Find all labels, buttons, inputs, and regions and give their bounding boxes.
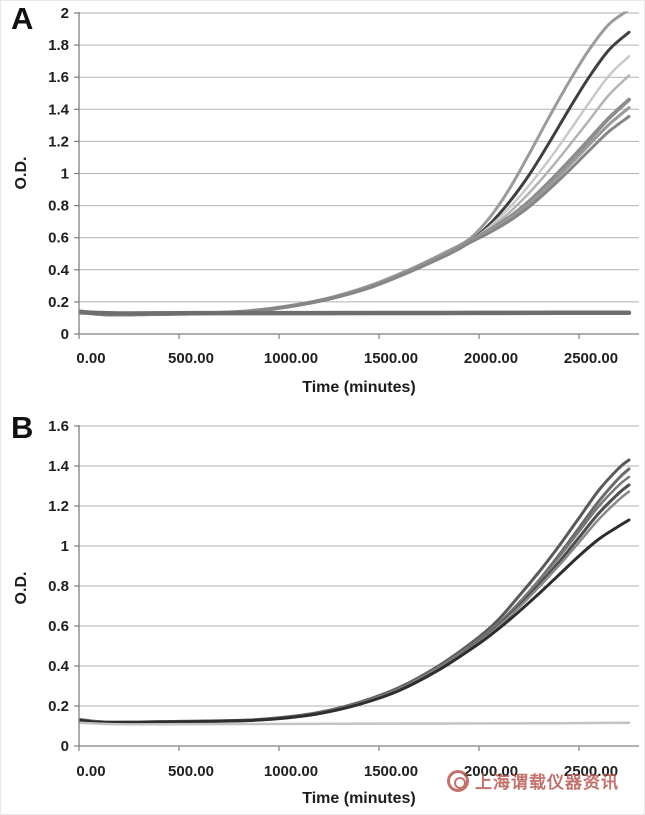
x-tick-label: 1000.00 <box>264 763 318 780</box>
x-tick-label: 1500.00 <box>364 350 418 367</box>
series-line-growth-curve-2 <box>79 467 631 724</box>
x-tick-label: 2000.00 <box>464 350 518 367</box>
y-tick-label: 1 <box>61 166 69 183</box>
y-tick-label: 0.2 <box>48 698 69 715</box>
series-group <box>79 458 631 726</box>
y-tick-label: 1.2 <box>48 133 69 150</box>
series-line-diverging-dark-curve <box>79 518 631 725</box>
y-tick-label: 2 <box>61 5 69 22</box>
y-tick-label: 0 <box>61 326 69 343</box>
panel-a: A O.D. 0 0.2 0.4 0.6 0.8 1 1.2 1.4 1.6 1.8 2 0.00 50… <box>1 1 644 406</box>
x-tick-label: 2500.00 <box>564 763 618 780</box>
panel-a-y-axis-title: O.D. <box>13 156 30 190</box>
x-tick-label: 500.00 <box>168 350 214 367</box>
y-tick-label: 1.8 <box>48 37 69 54</box>
series-line-growth-curve-4 <box>79 483 631 725</box>
panel-a-x-axis-title: Time (minutes) <box>302 379 416 396</box>
x-tick-label: 1000.00 <box>264 350 318 367</box>
panel-b-label: B <box>11 410 34 445</box>
panel-a-chart-canvas: 0 0.2 0.4 0.6 0.8 1 1.2 1.4 1.6 1.8 2 0.00 500.00 100… <box>48 5 639 367</box>
panel-a-label: A <box>11 1 34 36</box>
x-tick-label: 0.00 <box>76 350 105 367</box>
x-tick-label: 2500.00 <box>564 350 618 367</box>
y-tick-label: 1.6 <box>48 418 69 435</box>
panel-b-x-axis-title: Time (minutes) <box>302 790 416 807</box>
y-tick-label: 1.4 <box>48 458 70 475</box>
series-group <box>79 11 632 317</box>
series-line-growth-curve-5 <box>79 490 631 724</box>
y-tick-label: 0.8 <box>48 578 69 595</box>
series-line-growth-curve-3 <box>79 475 631 724</box>
y-tick-label: 0.6 <box>48 618 69 635</box>
y-tick-label: 1.2 <box>48 498 69 515</box>
y-tick-label: 0.6 <box>48 230 69 247</box>
y-tick-label: 1.4 <box>48 101 70 118</box>
series-line-flat-control-line <box>79 309 632 316</box>
series-line-growth-curve-1 <box>79 458 631 724</box>
y-tick-label: 0 <box>61 738 69 755</box>
series-line-growth-curve-6 <box>79 106 631 317</box>
series-line-growth-curve-4 <box>79 74 631 317</box>
y-tick-label: 0.2 <box>48 294 69 311</box>
y-tick-label: 1.6 <box>48 69 69 86</box>
series-line-flat-control-line <box>79 721 631 726</box>
y-tick-label: 1 <box>61 538 69 555</box>
y-tick-label: 0.4 <box>48 262 70 279</box>
x-tick-label: 500.00 <box>168 763 214 780</box>
series-line-growth-curve-5 <box>79 97 631 317</box>
panel-b-chart-canvas: 0 0.2 0.4 0.6 0.8 1 1.2 1.4 1.6 0.00 500.00 1000.00… <box>48 418 639 780</box>
x-tick-label: 2000.00 <box>464 763 518 780</box>
panel-b-y-axis-title: O.D. <box>13 571 30 605</box>
x-tick-label: 0.00 <box>76 763 105 780</box>
y-tick-label: 0.8 <box>48 198 69 215</box>
panel-b: B O.D. 0 0.2 0.4 0.6 0.8 1 1.2 1.4 1.6 0.00 500.00… <box>1 406 644 814</box>
y-tick-label: 0.4 <box>48 658 70 675</box>
x-tick-label: 1500.00 <box>364 763 418 780</box>
